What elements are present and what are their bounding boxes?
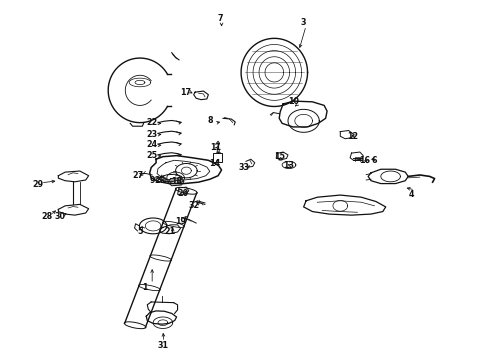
- Text: 19: 19: [175, 217, 186, 226]
- Text: 14: 14: [209, 159, 220, 168]
- Text: 20: 20: [177, 189, 188, 198]
- Text: 31: 31: [157, 341, 169, 350]
- Text: 18: 18: [171, 177, 182, 186]
- Text: 28: 28: [42, 212, 53, 221]
- Text: 32: 32: [189, 201, 200, 210]
- Text: 7: 7: [218, 14, 223, 23]
- Text: 3: 3: [301, 18, 306, 27]
- Text: 21: 21: [165, 228, 176, 237]
- Text: 17: 17: [180, 87, 191, 96]
- Text: 33: 33: [239, 163, 249, 172]
- Text: 27: 27: [132, 171, 143, 180]
- Text: 30: 30: [55, 212, 66, 221]
- Text: 26: 26: [154, 176, 165, 185]
- Text: 22: 22: [147, 118, 158, 127]
- Text: 10: 10: [288, 96, 299, 105]
- Text: 8: 8: [208, 116, 214, 125]
- Text: 4: 4: [408, 190, 414, 199]
- Text: 25: 25: [147, 151, 158, 160]
- Text: 12: 12: [347, 132, 358, 141]
- Text: 9: 9: [149, 176, 155, 185]
- Text: 11: 11: [210, 143, 221, 152]
- Text: 16: 16: [359, 156, 370, 165]
- Text: 1: 1: [142, 283, 147, 292]
- Text: 23: 23: [147, 130, 158, 139]
- Text: 29: 29: [32, 180, 44, 189]
- Text: 6: 6: [372, 156, 377, 165]
- Text: 15: 15: [274, 152, 285, 161]
- Text: 5: 5: [137, 228, 143, 237]
- Text: 13: 13: [284, 161, 294, 170]
- Text: 24: 24: [147, 140, 158, 149]
